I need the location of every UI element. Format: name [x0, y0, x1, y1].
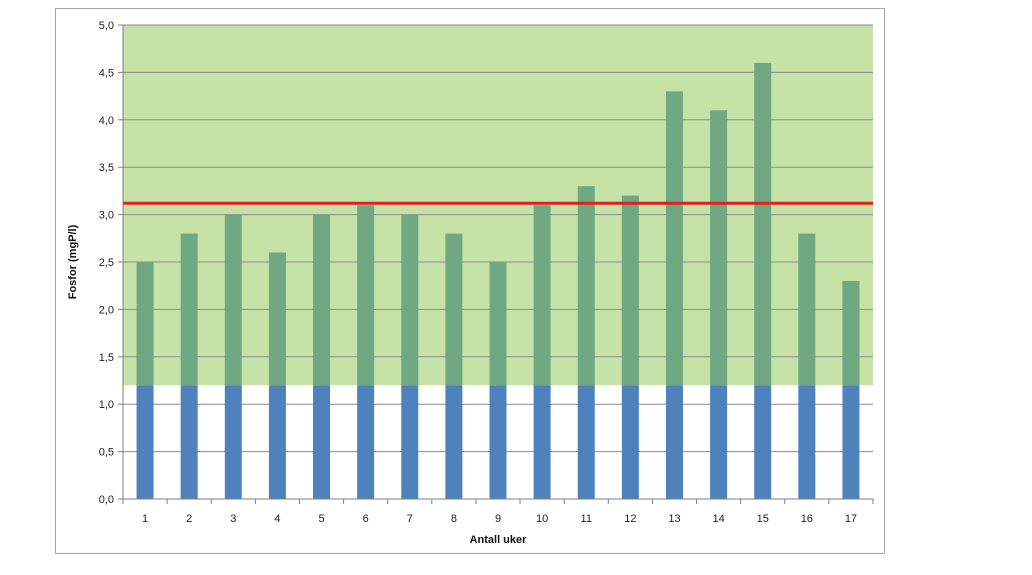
bar-segment-high	[621, 195, 639, 386]
x-tick-label: 14	[712, 513, 724, 525]
y-tick-label: 2,0	[99, 304, 114, 316]
bar-segment-high	[665, 91, 683, 386]
x-tick-label: 3	[230, 513, 236, 525]
y-tick-label: 5,0	[99, 20, 114, 32]
y-axis-title: Fosfor (mgP/l)	[67, 224, 79, 299]
bar-segment-low	[313, 385, 331, 499]
bar-segment-high	[268, 252, 286, 386]
y-tick-label: 2,5	[99, 257, 114, 269]
y-tick-label: 0,5	[99, 447, 114, 459]
x-tick-label: 13	[668, 513, 680, 525]
bar-segment-high	[533, 205, 551, 386]
x-tick-label: 10	[536, 513, 548, 525]
bar-segment-high	[710, 110, 728, 386]
y-tick-labels: 0,0 0,5 1,0 1,5 2,0 2,5 3,0 3,5 4,0 4,5 5,0	[99, 20, 114, 506]
bar-segment-low	[754, 385, 772, 499]
bar-segment-low	[489, 385, 507, 499]
bar-segment-low	[401, 385, 419, 499]
bar-segment-low	[665, 385, 683, 499]
bar-segment-high	[842, 280, 860, 386]
bars	[136, 62, 860, 499]
bar-segment-high	[401, 214, 419, 386]
x-axis-title: Antall uker	[470, 534, 528, 546]
y-tick-label: 3,5	[99, 162, 114, 174]
bar-segment-high	[445, 233, 463, 386]
x-tick-label: 6	[363, 513, 369, 525]
bar-segment-high	[489, 262, 507, 386]
x-tick-label: 12	[624, 513, 636, 525]
x-tick-label: 8	[451, 513, 457, 525]
x-tick-label: 1	[142, 513, 148, 525]
bar-segment-high	[180, 233, 198, 386]
y-tick-label: 3,0	[99, 210, 114, 222]
x-tick-label: 2	[186, 513, 192, 525]
bar-segment-low	[710, 385, 728, 499]
bar-segment-high	[313, 214, 331, 386]
y-tick-label: 4,5	[99, 67, 114, 79]
bar-segment-low	[798, 385, 816, 499]
x-tick-label: 4	[274, 513, 280, 525]
x-tick-label: 7	[407, 513, 413, 525]
y-tick-label: 1,0	[99, 399, 114, 411]
axes	[122, 25, 874, 504]
bar-segment-low	[533, 385, 551, 499]
bar-segment-high	[357, 205, 375, 386]
bar-segment-high	[798, 233, 816, 386]
bar-segment-high	[136, 262, 154, 386]
x-tick-label: 11	[581, 513, 592, 525]
bar-segment-low	[577, 385, 595, 499]
bar-segment-low	[445, 385, 463, 499]
bar-segment-low	[268, 385, 286, 499]
bar-segment-low	[357, 385, 375, 499]
y-tick-label: 0,0	[99, 494, 114, 506]
bar-segment-low	[621, 385, 639, 499]
x-tick-label: 9	[495, 513, 501, 525]
bar-segment-high	[224, 214, 242, 386]
bar-segment-low	[180, 385, 198, 499]
bar-segment-low	[224, 385, 242, 499]
bar-segment-high	[577, 186, 595, 386]
x-tick-label: 5	[318, 513, 324, 525]
y-tick-label: 1,5	[99, 352, 114, 364]
bar-segment-high	[754, 62, 772, 386]
x-tick-label: 17	[845, 513, 857, 525]
y-tick-label: 4,0	[99, 115, 114, 127]
x-tick-labels: 1 2 3 4 5 6 7 8 9 10 11 12 13 14 15 16 17	[142, 513, 857, 525]
bar-segment-low	[842, 385, 860, 499]
x-tick-label: 15	[757, 513, 769, 525]
x-tick-label: 16	[801, 513, 813, 525]
bar-segment-low	[136, 385, 154, 499]
